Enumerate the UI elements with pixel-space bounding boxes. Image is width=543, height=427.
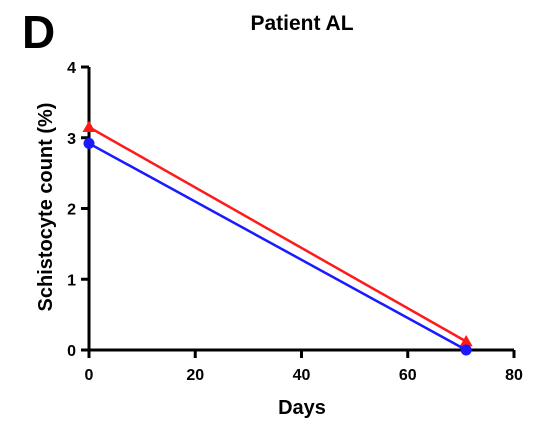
y-axis-label: Schistocyte count (%) xyxy=(35,103,57,312)
y-tick-label: 3 xyxy=(67,131,76,148)
x-tick-label: 60 xyxy=(399,367,417,384)
x-tick-label: 0 xyxy=(85,367,94,384)
series-0 xyxy=(82,120,473,347)
y-tick-label: 2 xyxy=(67,202,76,219)
series-line xyxy=(88,142,467,352)
x-tick-label: 40 xyxy=(293,367,311,384)
x-axis-label: Days xyxy=(278,397,326,419)
series-line xyxy=(88,126,467,343)
x-tick-label: 80 xyxy=(505,367,523,384)
data-point xyxy=(82,120,96,133)
chart-title: Patient AL xyxy=(250,12,353,35)
series-1 xyxy=(83,137,472,356)
series-layer xyxy=(82,120,473,356)
x-tick-label: 20 xyxy=(186,367,204,384)
data-point xyxy=(460,344,472,356)
y-tick-label: 4 xyxy=(67,60,76,77)
y-tick-label: 1 xyxy=(67,272,76,289)
data-point xyxy=(83,137,95,149)
panel-letter: D xyxy=(22,6,55,58)
data-point xyxy=(459,335,473,347)
y-tick-label: 0 xyxy=(67,343,76,360)
